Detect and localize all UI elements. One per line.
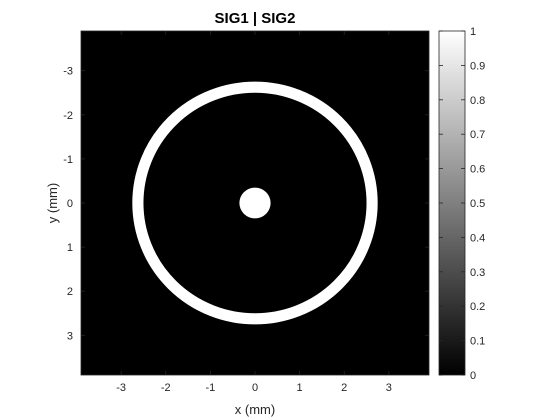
y-tick-label: 2 <box>67 286 73 298</box>
x-tick-label: 3 <box>386 382 392 394</box>
colorbar-tick-label: 0.1 <box>470 336 485 348</box>
y-tick-label: -2 <box>63 110 73 122</box>
x-tick-label: -1 <box>205 382 215 394</box>
colorbar-tick-label: 0.7 <box>470 129 485 141</box>
chart-title: SIG1 | SIG2 <box>215 10 296 27</box>
colorbar: 0 0.1 0.2 0.3 0.4 0.5 0.6 0.7 0.8 0.9 1 <box>438 26 485 382</box>
colorbar-tick-label: 1 <box>470 26 476 38</box>
y-tick-label: 1 <box>67 242 73 254</box>
x-tick-label: -3 <box>116 382 126 394</box>
colorbar-ticks: 0 0.1 0.2 0.3 0.4 0.5 0.6 0.7 0.8 0.9 1 <box>439 26 485 382</box>
heatmap-features <box>132 81 378 325</box>
y-axis-label: y (mm) <box>45 183 60 223</box>
x-tick-label: 0 <box>252 382 258 394</box>
x-tick-label: 1 <box>297 382 303 394</box>
y-tick-label: 3 <box>67 330 73 342</box>
y-tick-label: -1 <box>63 154 73 166</box>
colorbar-tick-label: 0.2 <box>470 301 485 313</box>
colorbar-gradient <box>438 30 466 376</box>
colorbar-tick-label: 0.3 <box>470 267 485 279</box>
y-tick-label: 0 <box>67 198 73 210</box>
colorbar-tick-label: 0.8 <box>470 95 485 107</box>
colorbar-tick-label: 0.6 <box>470 164 485 176</box>
y-axis-ticks: -3 -2 -1 0 1 2 3 <box>63 66 429 342</box>
colorbar-tick-label: 0.9 <box>470 60 485 72</box>
center-disk <box>239 187 271 219</box>
colorbar-tick-label: 0.4 <box>470 232 485 244</box>
colorbar-tick-label: 0.5 <box>470 198 485 210</box>
x-tick-label: 2 <box>341 382 347 394</box>
plot-area: -3 -2 -1 0 1 2 3 -3 -2 -1 0 1 2 3 <box>63 30 430 394</box>
x-tick-label: -2 <box>161 382 171 394</box>
outer-ring <box>132 81 378 325</box>
x-axis-ticks: -3 -2 -1 0 1 2 3 <box>116 31 392 394</box>
x-axis-label: x (mm) <box>235 402 275 417</box>
y-tick-label: -3 <box>63 66 73 78</box>
colorbar-tick-label: 0 <box>470 370 476 382</box>
